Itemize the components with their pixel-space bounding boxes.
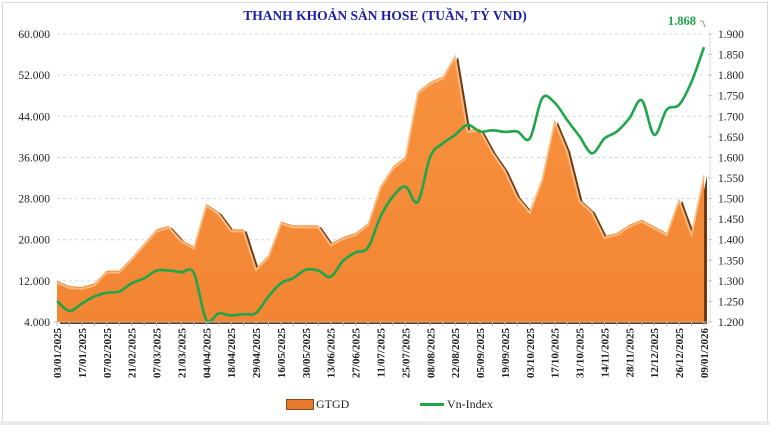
right-axis-tick-label: 1.750: [718, 91, 744, 103]
legend-item-vnindex: Vn-Index: [420, 397, 493, 412]
x-axis-tick-label: 04/04/2025: [201, 328, 213, 379]
gtgd-area-highlight: [56, 54, 705, 291]
x-axis-tick-label: 28/11/2025: [624, 328, 636, 378]
bottom-strip: [0, 421, 770, 425]
legend-swatch-vnindex: [420, 403, 444, 406]
x-axis-tick-label: 03/01/2025: [52, 328, 64, 379]
x-axis-tick-label: 17/10/2025: [550, 328, 562, 379]
x-axis-tick-label: 03/10/2025: [525, 328, 537, 379]
x-axis-tick-label: 07/02/2025: [102, 328, 114, 379]
vnindex-line: [56, 46, 706, 324]
x-axis-tick-label: 30/05/2025: [301, 328, 313, 379]
left-axis-tick-label: 12.000: [18, 276, 50, 288]
left-axis-tick-label: 60.000: [18, 29, 50, 41]
right-axis-tick-label: 1.200: [718, 317, 744, 329]
right-axis-tick-label: 1.300: [718, 276, 744, 288]
legend-label-vnindex: Vn-Index: [447, 397, 493, 411]
right-axis-tick-label: 1.650: [718, 132, 744, 144]
x-axis-tick-label: 17/01/2025: [77, 328, 89, 379]
x-axis-tick-label: 21/02/2025: [127, 328, 139, 379]
right-axis-tick-label: 1.700: [718, 111, 744, 123]
legend-label-gtgd: GTGD: [316, 397, 350, 411]
left-axis-tick-label: 28.000: [18, 194, 50, 206]
left-axis-tick-label: 20.000: [18, 235, 50, 247]
x-axis-tick-label: 05/09/2025: [475, 328, 487, 379]
left-axis-tick-label: 4.000: [24, 317, 50, 329]
vnindex-last-value-label: 1.868: [668, 14, 696, 28]
right-axis-tick-label: 1.500: [718, 194, 744, 206]
x-axis-tick-label: 09/01/2026: [699, 328, 711, 379]
legend-item-gtgd: GTGD: [286, 397, 349, 412]
right-axis-tick-label: 1.800: [718, 70, 744, 82]
x-axis-tick-label: 27/06/2025: [351, 328, 363, 379]
x-axis-tick-label: 18/04/2025: [226, 328, 238, 379]
legend-swatch-gtgd: [286, 399, 314, 410]
x-axis-tick-label: 11/07/2025: [376, 328, 388, 378]
right-axis-tick-label: 1.450: [718, 214, 744, 226]
x-axis-tick-label: 31/10/2025: [575, 328, 587, 379]
x-axis-tick-label: 26/12/2025: [674, 328, 686, 379]
x-axis-tick-label: 13/06/2025: [326, 328, 338, 379]
right-axis-tick-label: 1.900: [718, 29, 744, 41]
x-axis-tick-label: 16/05/2025: [276, 328, 288, 379]
x-axis-tick-label: 25/07/2025: [400, 328, 412, 379]
x-axis-tick-label: 07/03/2025: [152, 328, 164, 379]
right-axis-tick-label: 1.400: [718, 235, 744, 247]
x-axis-tick-label: 12/12/2025: [649, 328, 661, 379]
x-axis-tick-label: 14/11/2025: [599, 328, 611, 378]
right-axis-tick-label: 1.350: [718, 255, 744, 267]
x-axis-tick-label: 21/03/2025: [176, 328, 188, 379]
annotation-leader-line: [700, 20, 706, 28]
x-axis-tick-label: 08/08/2025: [425, 328, 437, 379]
left-axis-tick-label: 36.000: [18, 152, 50, 164]
right-axis-tick-label: 1.600: [718, 152, 744, 164]
x-axis-tick-label: 22/08/2025: [450, 328, 462, 379]
left-axis-tick-label: 52.000: [18, 70, 50, 82]
left-axis-tick-label: 44.000: [18, 111, 50, 123]
right-axis-tick-label: 1.250: [718, 296, 744, 308]
right-axis-tick-label: 1.550: [718, 173, 744, 185]
x-axis-tick-label: 19/09/2025: [500, 328, 512, 379]
right-axis-tick-label: 1.850: [718, 50, 744, 62]
chart-title: THANH KHOẢN SÀN HOSE (TUẦN, TỶ VND): [243, 8, 527, 23]
x-axis-tick-label: 29/04/2025: [251, 328, 263, 379]
